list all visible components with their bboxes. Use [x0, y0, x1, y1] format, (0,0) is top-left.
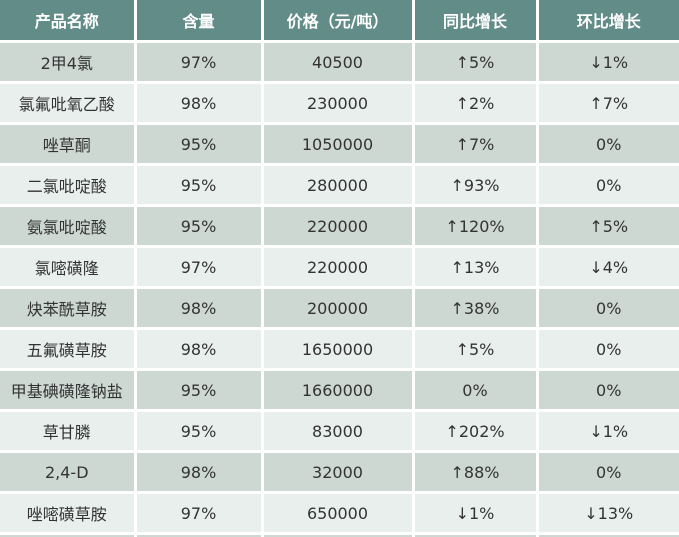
value-cell: 0%: [537, 287, 679, 330]
product-name-cell: 唑嘧磺草胺: [0, 492, 137, 535]
column-header-content: 含量: [135, 0, 264, 43]
table-body: 2甲4氯 97% 40500 ↑5% ↓1% 氯氟吡氧乙酸 98% 230000 ↑2% ↑7% 唑…: [0, 41, 679, 537]
value-cell: 97%: [135, 492, 264, 535]
value-cell: 0%: [537, 164, 679, 207]
table-row: 草甘膦 95% 83000 ↑202% ↓1%: [0, 410, 679, 453]
value-cell: 740000: [262, 533, 415, 537]
value-cell: ↑7%: [537, 82, 679, 125]
value-cell: 95%: [135, 123, 264, 166]
product-name-cell: 氯氟吡氧乙酸: [0, 82, 137, 125]
value-cell: 98%: [135, 328, 264, 371]
value-cell: 0%: [537, 451, 679, 494]
value-cell: 0%: [537, 123, 679, 166]
value-cell: 230000: [262, 82, 415, 125]
value-cell: 98%: [135, 287, 264, 330]
value-cell: 95%: [135, 410, 264, 453]
product-name-cell: 2甲4氯: [0, 41, 137, 84]
table-row: 甲氧咪草烟98%740000/0%: [0, 533, 679, 537]
value-cell: 95%: [135, 369, 264, 412]
table-row: 二氯吡啶酸 95% 280000 ↑93% 0%: [0, 164, 679, 207]
table-header: 产品名称 含量 价格（元/吨） 同比增长 环比增长: [0, 0, 679, 43]
value-cell: /: [413, 533, 539, 537]
column-header-yoy-growth: 同比增长: [413, 0, 539, 43]
value-cell: ↑7%: [413, 123, 539, 166]
value-cell: 1660000: [262, 369, 415, 412]
table-row: 甲基碘磺隆钠盐 95% 1660000 0% 0%: [0, 369, 679, 412]
product-name-cell: 草甘膦: [0, 410, 137, 453]
value-cell: ↓1%: [537, 41, 679, 84]
product-name-cell: 炔苯酰草胺: [0, 287, 137, 330]
value-cell: ↑2%: [413, 82, 539, 125]
table-row: 五氟磺草胺 98% 1650000 ↑5% 0%: [0, 328, 679, 371]
value-cell: 32000: [262, 451, 415, 494]
value-cell: 0%: [537, 533, 679, 537]
table-row: 唑嘧磺草胺 97% 650000 ↓1% ↓13%: [0, 492, 679, 535]
table-row: 氯嘧磺隆 97% 220000 ↑13% ↓4%: [0, 246, 679, 289]
value-cell: 200000: [262, 287, 415, 330]
value-cell: 98%: [135, 451, 264, 494]
table-row: 2,4-D 98% 32000 ↑88% 0%: [0, 451, 679, 494]
value-cell: 40500: [262, 41, 415, 84]
table-row: 炔苯酰草胺 98% 200000 ↑38% 0%: [0, 287, 679, 330]
column-header-price: 价格（元/吨）: [262, 0, 415, 43]
column-header-product-name: 产品名称: [0, 0, 137, 43]
value-cell: 220000: [262, 246, 415, 289]
value-cell: ↑93%: [413, 164, 539, 207]
value-cell: 97%: [135, 41, 264, 84]
value-cell: 97%: [135, 246, 264, 289]
table-row: 2甲4氯 97% 40500 ↑5% ↓1%: [0, 41, 679, 84]
header-row: 产品名称 含量 价格（元/吨） 同比增长 环比增长: [0, 0, 679, 43]
product-name-cell: 2,4-D: [0, 451, 137, 494]
value-cell: ↓4%: [537, 246, 679, 289]
product-name-cell: 氨氯吡啶酸: [0, 205, 137, 248]
value-cell: ↑38%: [413, 287, 539, 330]
value-cell: ↑202%: [413, 410, 539, 453]
value-cell: 98%: [135, 533, 264, 537]
table-row: 氨氯吡啶酸 95% 220000 ↑120% ↑5%: [0, 205, 679, 248]
value-cell: 0%: [537, 328, 679, 371]
value-cell: ↑120%: [413, 205, 539, 248]
value-cell: 220000: [262, 205, 415, 248]
value-cell: 83000: [262, 410, 415, 453]
value-cell: ↑5%: [413, 328, 539, 371]
table-row: 氯氟吡氧乙酸 98% 230000 ↑2% ↑7%: [0, 82, 679, 125]
value-cell: 98%: [135, 82, 264, 125]
value-cell: 0%: [413, 369, 539, 412]
value-cell: ↑13%: [413, 246, 539, 289]
product-name-cell: 五氟磺草胺: [0, 328, 137, 371]
value-cell: 95%: [135, 205, 264, 248]
product-name-cell: 氯嘧磺隆: [0, 246, 137, 289]
value-cell: ↓1%: [413, 492, 539, 535]
value-cell: ↑5%: [413, 41, 539, 84]
value-cell: 95%: [135, 164, 264, 207]
product-name-cell: 甲基碘磺隆钠盐: [0, 369, 137, 412]
value-cell: ↓13%: [537, 492, 679, 535]
value-cell: ↓1%: [537, 410, 679, 453]
value-cell: 0%: [537, 369, 679, 412]
product-name-cell: 唑草酮: [0, 123, 137, 166]
table-row: 唑草酮 95% 1050000 ↑7% 0%: [0, 123, 679, 166]
value-cell: ↑88%: [413, 451, 539, 494]
value-cell: 280000: [262, 164, 415, 207]
column-header-mom-growth: 环比增长: [537, 0, 679, 43]
product-name-cell: 甲氧咪草烟: [0, 533, 137, 537]
value-cell: 1050000: [262, 123, 415, 166]
value-cell: 650000: [262, 492, 415, 535]
product-name-cell: 二氯吡啶酸: [0, 164, 137, 207]
value-cell: 1650000: [262, 328, 415, 371]
value-cell: ↑5%: [537, 205, 679, 248]
